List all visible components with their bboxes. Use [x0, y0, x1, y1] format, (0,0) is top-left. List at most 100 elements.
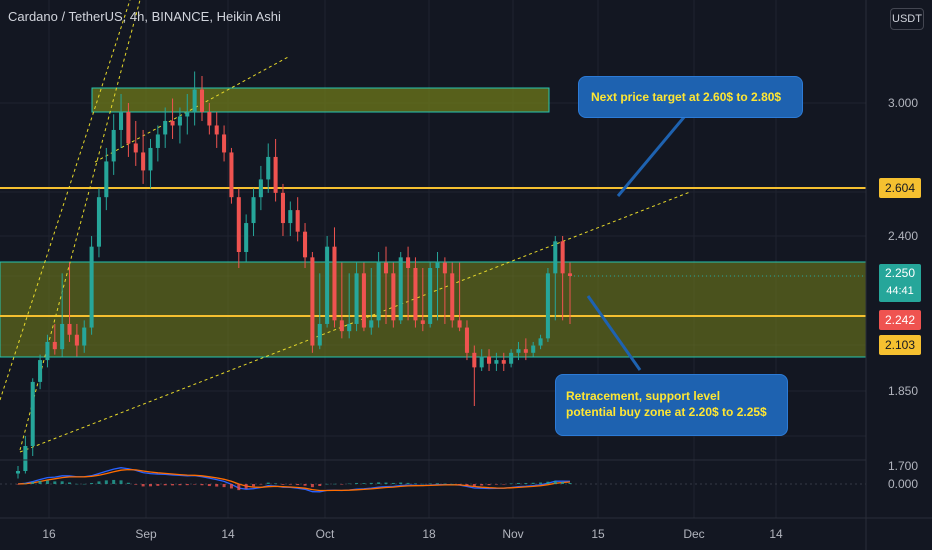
currency-button[interactable]: USDT [890, 8, 924, 30]
candle-body [141, 152, 146, 171]
macd-histogram-bar [126, 482, 130, 484]
candle-body [457, 320, 462, 328]
candle-body [310, 257, 315, 346]
candle-body [538, 338, 543, 346]
candle-body [104, 161, 109, 198]
macd-histogram-bar [465, 484, 469, 486]
candle-body [501, 360, 506, 364]
candle-body [361, 273, 366, 328]
candle-body [214, 125, 219, 135]
macd-histogram-bar [119, 480, 123, 484]
macd-histogram-bar [23, 483, 27, 484]
candle-body [60, 323, 65, 350]
macd-histogram-bar [384, 482, 388, 484]
macd-histogram-bar [561, 482, 565, 484]
macd-histogram-bar [362, 483, 366, 484]
macd-histogram-bar [252, 484, 256, 487]
candle-body [347, 323, 352, 332]
macd-zero-label: 0.000 [888, 477, 918, 491]
candle-body [199, 89, 205, 112]
candle-body [170, 120, 175, 126]
price-axis-labels: 1.700 1.850 2.400 3.000 [888, 96, 918, 473]
macd-histogram-bar [148, 484, 152, 487]
ytick-label: 1.850 [888, 384, 918, 398]
macd-histogram-bar [509, 483, 513, 484]
candle-body [244, 223, 249, 252]
candle-body [185, 111, 190, 117]
macd-histogram-bar [274, 483, 278, 484]
candle-body [67, 323, 72, 335]
macd-histogram-bar [16, 484, 20, 485]
xtick-label: 14 [769, 527, 783, 541]
resistance-price-label: 2.604 [879, 178, 921, 198]
support-price-label: 2.242 [879, 310, 921, 330]
macd-histogram-bar [413, 483, 417, 484]
time-axis-labels: 16 Sep 14 Oct 18 Nov 15 Dec 14 [42, 527, 783, 541]
macd-histogram-bar [355, 482, 359, 484]
candle-body [303, 231, 308, 258]
macd-histogram-bar [428, 483, 432, 484]
target-callout-text: Next price target at 2.60$ to 2.80$ [591, 90, 782, 104]
candle-body [229, 152, 234, 198]
xtick-label: 15 [591, 527, 605, 541]
macd-histogram-bar [303, 484, 307, 486]
candle-body [38, 360, 43, 382]
last-price-value: 2.250 [884, 266, 916, 280]
macd-histogram-bar [332, 483, 336, 485]
xtick-label: Nov [502, 527, 523, 541]
candle-body [325, 246, 330, 324]
candle-body [354, 273, 359, 324]
macd-histogram-bar [399, 482, 403, 484]
macd-histogram-bar [325, 483, 329, 485]
macd-histogram-bar [531, 482, 535, 484]
macd-histogram-bar [318, 484, 322, 487]
macd-histogram-bar [207, 484, 211, 487]
support-callout-pointer [586, 295, 642, 371]
macd-histogram-bar [163, 484, 167, 486]
candle-body [442, 262, 447, 274]
macd-histogram-bar [539, 482, 543, 484]
macd-histogram-bar [266, 482, 270, 484]
candle-body [479, 356, 484, 368]
macd-histogram-bar [185, 484, 189, 486]
candle-body [509, 352, 514, 364]
macd-histogram-bar [553, 480, 557, 484]
macd-histogram-bar [391, 482, 395, 484]
macd-histogram-bar [38, 481, 42, 484]
candle-body [251, 197, 256, 224]
candle-body [398, 257, 403, 321]
macd-histogram-bar [347, 483, 351, 485]
target-callout: Next price target at 2.60$ to 2.80$ [578, 76, 803, 118]
candle-body [192, 89, 197, 112]
candle-body [516, 349, 521, 353]
macd-histogram-bar [516, 482, 520, 484]
candle-body [553, 241, 558, 274]
candle-body [119, 111, 124, 130]
macd-histogram-bar [60, 481, 64, 484]
candle-body [295, 210, 300, 232]
candle-body [236, 197, 241, 252]
candle-body [163, 120, 168, 135]
macd-histogram-bar [45, 480, 49, 484]
macd-histogram-bar [259, 484, 263, 485]
candle-body [207, 111, 212, 126]
candle-body [222, 134, 227, 153]
support-callout-line2: potential buy zone at 2.20$ to 2.25$ [566, 405, 767, 419]
candle-body [155, 134, 160, 148]
candle-body [339, 320, 344, 332]
signal-line [17, 468, 571, 492]
candle-body [258, 179, 263, 198]
candle-body [494, 360, 499, 364]
ytick-label: 2.400 [888, 229, 918, 243]
candle-body [391, 273, 396, 321]
macd-histogram-bar [406, 482, 410, 484]
support-callout-line1: Retracement, support level [566, 389, 721, 403]
macd-histogram-bar [288, 484, 292, 485]
candle-body [74, 334, 79, 346]
candle-body [30, 381, 35, 446]
xtick-label: Oct [316, 527, 335, 541]
macd-histogram-bar [193, 484, 197, 485]
macd-histogram-bar [472, 484, 476, 487]
macd-histogram-bar [171, 484, 175, 486]
